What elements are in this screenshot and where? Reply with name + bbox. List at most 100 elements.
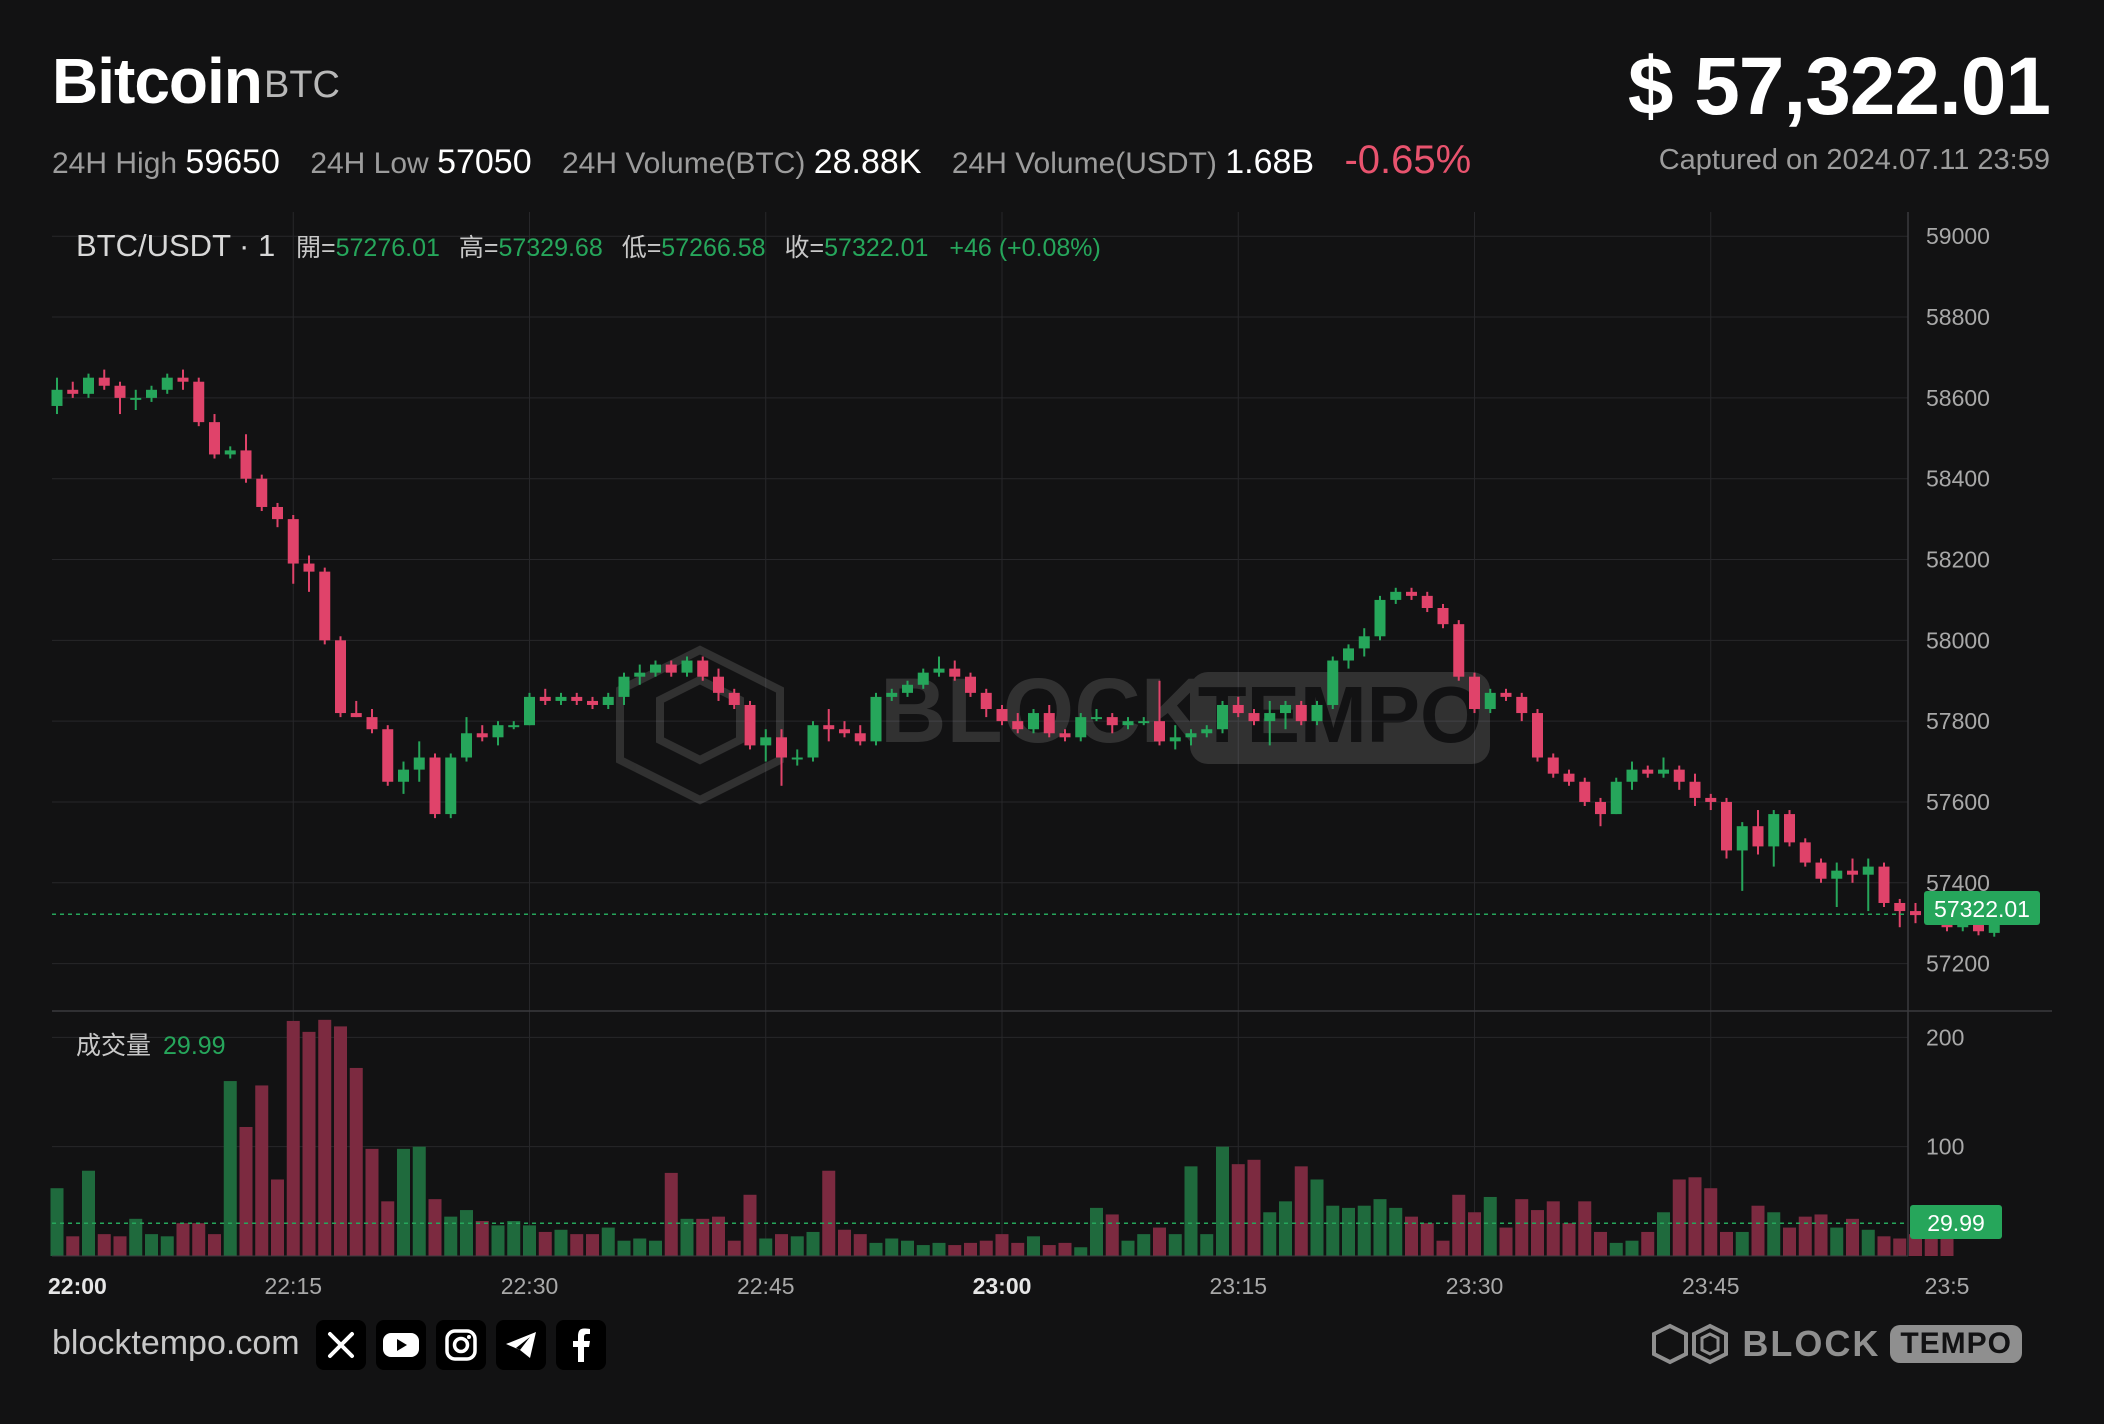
volume-tag: 29.99: [1910, 1205, 2002, 1239]
volume-bar: [1877, 1236, 1891, 1256]
candle-body: [319, 571, 331, 641]
volume-bar: [633, 1238, 647, 1256]
volume-bar: [428, 1199, 442, 1256]
candle-body: [1579, 781, 1591, 802]
candle-body: [1343, 648, 1354, 661]
volume-bar: [885, 1238, 899, 1256]
volume-bar: [365, 1148, 379, 1256]
youtube-icon[interactable]: [376, 1320, 426, 1370]
candle-body: [1547, 757, 1559, 774]
candle-body: [1500, 692, 1512, 697]
volume-bar: [1121, 1240, 1135, 1256]
high-label: 24H High: [52, 147, 178, 180]
volume-bar: [412, 1146, 426, 1256]
candle-body: [1358, 636, 1370, 649]
candle-body: [760, 737, 772, 746]
volume-bar: [1137, 1234, 1151, 1256]
volume-bar: [1798, 1216, 1812, 1256]
candle-body: [1705, 797, 1717, 802]
volume-bar: [66, 1236, 80, 1256]
volume-bar: [97, 1234, 111, 1256]
candle-body: [1311, 704, 1323, 722]
candle-body: [1799, 842, 1811, 863]
candle-body: [949, 668, 961, 677]
volume-bar: [1294, 1166, 1308, 1256]
volume-bar: [1342, 1207, 1355, 1256]
candle-body: [634, 672, 646, 677]
price-tick-label: 57200: [1926, 951, 1990, 977]
candle-body: [1075, 717, 1087, 738]
candle-body: [744, 704, 756, 746]
candle-body: [98, 377, 110, 386]
volume-bar: [1861, 1229, 1875, 1256]
volume-bar: [838, 1229, 851, 1256]
volume-bar: [475, 1221, 489, 1256]
price-tick-label: 58200: [1926, 547, 1990, 573]
candle-body: [980, 692, 992, 710]
volume-bar: [1830, 1227, 1844, 1256]
candle-body: [1736, 826, 1748, 851]
volume-bar: [1216, 1146, 1229, 1256]
candle-body: [839, 729, 850, 734]
volume-bar: [1090, 1207, 1103, 1256]
price-tick-label: 59000: [1926, 223, 1990, 249]
time-tick-label: 23:00: [973, 1273, 1032, 1299]
volume-bar: [318, 1019, 332, 1256]
candle-body: [1327, 660, 1339, 705]
candle-body: [366, 717, 378, 730]
candle-body: [130, 397, 142, 400]
volume-bar: [255, 1085, 269, 1256]
volume-bar: [491, 1225, 505, 1256]
candle-body: [728, 692, 740, 705]
volume-bar: [554, 1229, 568, 1256]
telegram-icon[interactable]: [496, 1320, 546, 1370]
time-tick-label: 22:15: [264, 1273, 322, 1299]
candle-body: [854, 733, 866, 742]
volume-bar: [680, 1218, 694, 1256]
volume-btc-label: 24H Volume(BTC): [561, 147, 806, 180]
candle-body: [665, 664, 677, 673]
volume-bar: [334, 1026, 347, 1256]
volume-bar: [192, 1223, 206, 1256]
volume-bar: [1924, 1236, 1938, 1256]
high-label-ohlc: 高=: [459, 234, 499, 262]
volume-bar: [1515, 1199, 1529, 1256]
volume-bar: [1357, 1205, 1371, 1256]
volume-bar: [1625, 1240, 1639, 1256]
candle-body: [1484, 692, 1496, 710]
volume-bar: [1420, 1223, 1434, 1256]
volume-bar: [1468, 1212, 1481, 1256]
volume-bar: [176, 1223, 190, 1256]
candle-body: [713, 676, 724, 693]
price-tick-label: 58000: [1926, 627, 1990, 653]
candle-body: [429, 757, 441, 815]
volume-bar: [1783, 1227, 1796, 1256]
facebook-icon[interactable]: [556, 1320, 606, 1370]
volume-bar: [302, 1031, 316, 1256]
volume-label: 成交量: [76, 1032, 151, 1060]
chart-grid: [52, 212, 1908, 1256]
candle-body: [870, 696, 882, 742]
candle-body: [1973, 919, 1984, 932]
volume-bar: [743, 1194, 757, 1256]
volume-btc-value: 28.88K: [813, 143, 922, 181]
volume-bar: [1893, 1238, 1907, 1256]
volume-bar: [538, 1231, 552, 1256]
volume-bar: [806, 1231, 820, 1256]
candle-body: [1689, 781, 1701, 798]
volume-bar: [1751, 1205, 1765, 1256]
time-tick-label: 22:30: [501, 1273, 559, 1299]
candle-body: [272, 506, 283, 520]
open-value: 57276.01: [336, 234, 440, 262]
site-link[interactable]: blocktempo.com: [52, 1324, 300, 1362]
candle-body: [1752, 826, 1764, 847]
volume-bar: [1247, 1159, 1261, 1256]
candle-body: [1154, 721, 1165, 742]
candle-body: [1169, 737, 1181, 742]
volume-bar: [1074, 1247, 1088, 1256]
candle-body: [335, 640, 346, 714]
instagram-icon[interactable]: [436, 1320, 486, 1370]
volume-bar: [775, 1234, 788, 1256]
x-icon[interactable]: [316, 1320, 366, 1370]
candle-body: [1453, 624, 1465, 677]
